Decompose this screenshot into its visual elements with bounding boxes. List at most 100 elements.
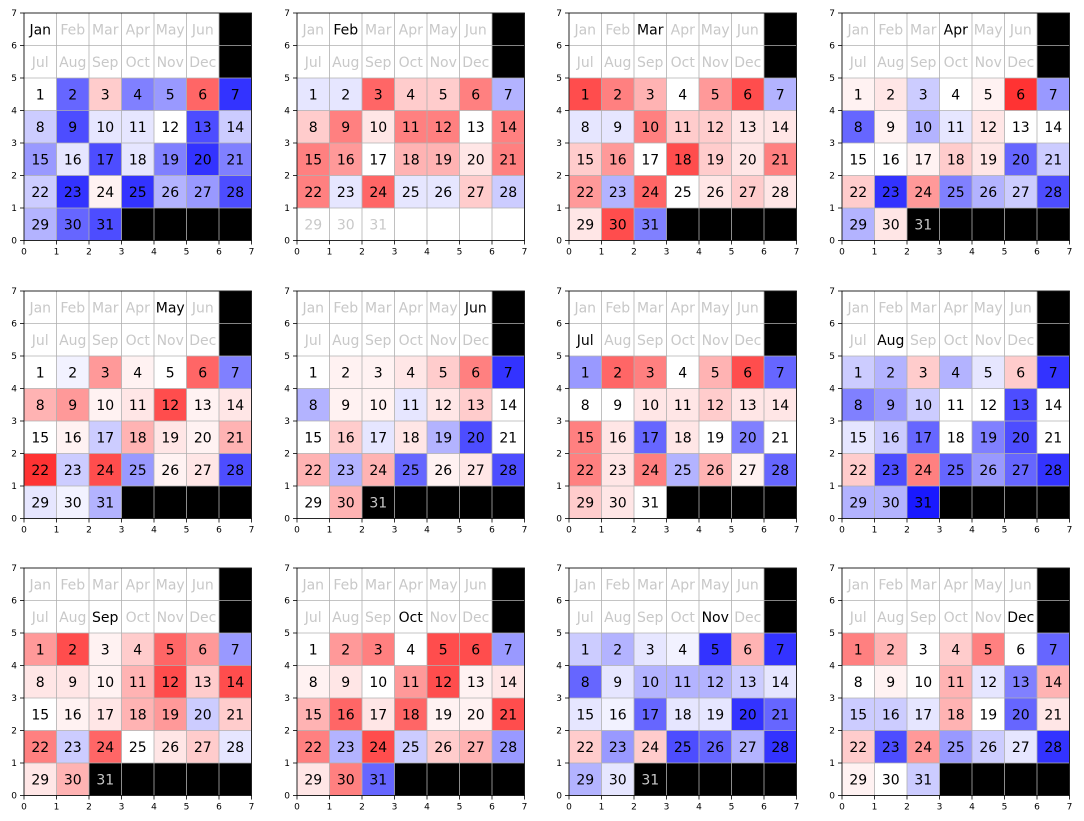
- month-label: Sep: [910, 610, 937, 626]
- y-tick-label: 7: [829, 9, 835, 19]
- month-label: Mar: [910, 22, 937, 38]
- month-label: Mar: [637, 577, 664, 593]
- day-label: 26: [434, 740, 452, 756]
- day-label: 26: [434, 185, 452, 201]
- day-label: 12: [979, 398, 997, 414]
- y-tick-label: 7: [284, 564, 290, 574]
- day-label: 15: [304, 152, 322, 168]
- day-label: 5: [984, 642, 993, 658]
- month-label: Apr: [671, 577, 695, 593]
- day-label: 11: [402, 120, 420, 136]
- day-label: 9: [613, 398, 622, 414]
- day-cell: [634, 665, 667, 698]
- month-label: Mar: [910, 577, 937, 593]
- day-cell: [89, 665, 122, 698]
- day-cell: [329, 110, 362, 143]
- day-cell: [699, 110, 732, 143]
- day-label: 17: [914, 707, 932, 723]
- day-label: 15: [31, 152, 49, 168]
- day-cell: [569, 453, 602, 486]
- day-cell: [601, 421, 634, 454]
- y-tick-label: 7: [556, 9, 562, 19]
- x-tick-label: 1: [599, 803, 605, 813]
- day-cell: [297, 665, 330, 698]
- day-label: 11: [674, 120, 692, 136]
- day-label: 1: [581, 87, 590, 103]
- day-label: 21: [771, 152, 789, 168]
- day-label: 25: [129, 185, 147, 201]
- y-tick-label: 0: [11, 237, 17, 247]
- y-tick-label: 5: [556, 629, 562, 639]
- day-label: 27: [739, 463, 757, 479]
- day-cell: [329, 356, 362, 389]
- day-label: 22: [576, 463, 594, 479]
- day-cell: [121, 665, 154, 698]
- day-label: 8: [36, 675, 45, 691]
- day-cell: [569, 78, 602, 111]
- day-label: 19: [979, 152, 997, 168]
- day-label: 23: [609, 185, 627, 201]
- day-cell: [569, 421, 602, 454]
- month-label: Aug: [332, 333, 359, 349]
- day-label: 17: [369, 152, 387, 168]
- day-label: 22: [576, 185, 594, 201]
- day-cell: [666, 356, 699, 389]
- blank-cell: [89, 763, 252, 796]
- y-tick-label: 5: [11, 74, 17, 84]
- day-cell: [186, 175, 219, 208]
- day-cell: [1037, 633, 1070, 666]
- day-cell: [329, 143, 362, 176]
- day-cell: [24, 356, 57, 389]
- day-cell: [56, 110, 89, 143]
- day-cell: [427, 730, 460, 763]
- day-cell: [939, 78, 972, 111]
- x-tick-label: 3: [664, 248, 670, 258]
- day-cell: [186, 388, 219, 421]
- day-label: 3: [646, 365, 655, 381]
- month-label: Aug: [332, 55, 359, 71]
- day-label: 13: [194, 120, 212, 136]
- day-cell: [634, 486, 667, 519]
- day-cell: [764, 175, 797, 208]
- day-label: 4: [406, 365, 415, 381]
- day-label: 23: [609, 740, 627, 756]
- day-cell: [154, 730, 187, 763]
- day-label: 9: [341, 398, 350, 414]
- day-cell: [56, 730, 89, 763]
- day-label: 24: [96, 463, 114, 479]
- day-label: 7: [504, 87, 513, 103]
- day-cell: [1004, 175, 1037, 208]
- month-label: Jan: [301, 300, 324, 316]
- day-label: 5: [439, 87, 448, 103]
- y-tick-label: 3: [829, 139, 835, 149]
- month-label: Feb: [333, 577, 358, 593]
- day-label: 9: [886, 398, 895, 414]
- day-label: 2: [341, 642, 350, 658]
- x-tick-label: 7: [1067, 803, 1073, 813]
- day-label: 31: [641, 495, 659, 511]
- x-tick-label: 0: [21, 803, 27, 813]
- day-cell: [121, 698, 154, 731]
- day-cell: [394, 78, 427, 111]
- x-tick-label: 6: [1034, 248, 1040, 258]
- month-label: Feb: [60, 22, 85, 38]
- day-cell: [972, 388, 1005, 421]
- y-tick-label: 6: [829, 42, 835, 52]
- y-tick-label: 7: [11, 9, 17, 19]
- day-cell: [842, 175, 875, 208]
- y-tick-label: 4: [284, 662, 290, 672]
- day-label: 16: [882, 707, 900, 723]
- day-cell: [764, 665, 797, 698]
- month-label: Mar: [910, 300, 937, 316]
- x-tick-label: 6: [1034, 803, 1040, 813]
- day-label: 25: [674, 740, 692, 756]
- day-cell: [699, 356, 732, 389]
- day-label: 26: [706, 185, 724, 201]
- day-cell: [394, 421, 427, 454]
- month-label: Jan: [573, 22, 596, 38]
- blank-cell: [362, 486, 525, 519]
- day-label: 9: [68, 675, 77, 691]
- day-label: 17: [914, 152, 932, 168]
- day-cell: [427, 453, 460, 486]
